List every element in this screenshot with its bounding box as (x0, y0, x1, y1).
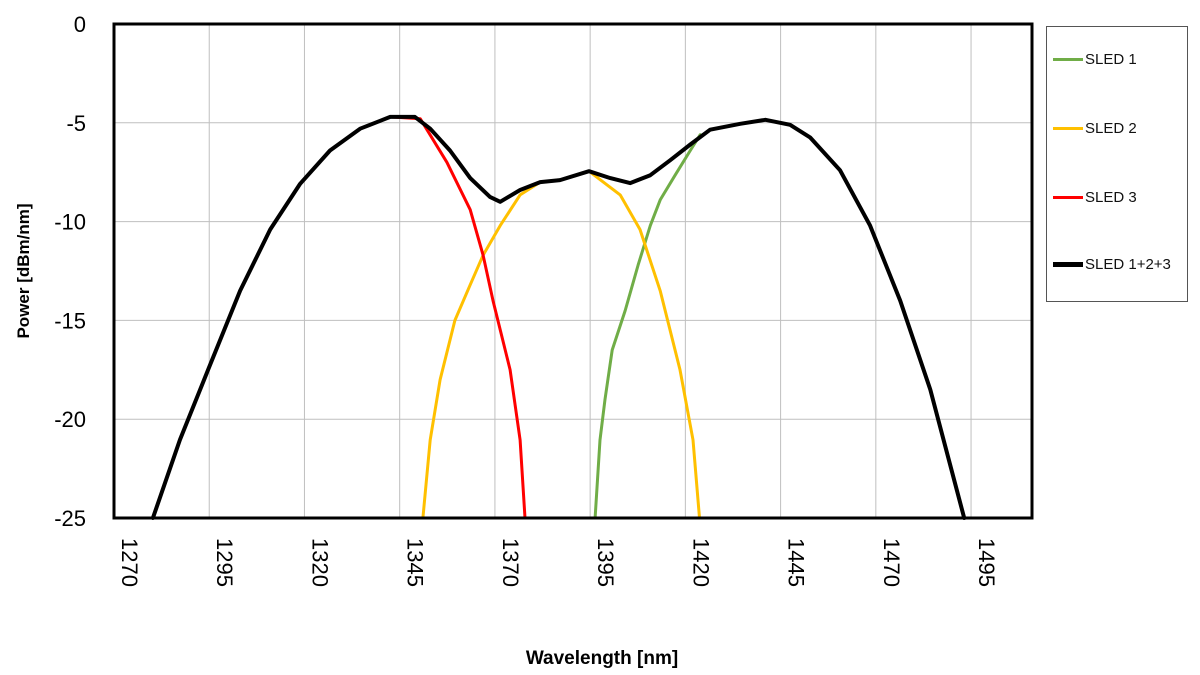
legend-label: SLED 1 (1085, 51, 1137, 68)
x-tick-label: 1370 (498, 538, 523, 587)
x-tick-labels: 1270 1295 1320 1345 1370 1395 1420 1445 1470 1495 (117, 538, 999, 587)
y-tick-labels: 0 -5 -10 -15 -20 -25 (54, 12, 86, 531)
x-tick-label: 1295 (212, 538, 237, 587)
y-axis-label: Power [dBm/nm] (14, 203, 33, 338)
legend-item-sled3: SLED 3 (1053, 189, 1137, 206)
y-tick-label: -10 (54, 210, 86, 235)
series-line-sled-3 (388, 115, 527, 520)
x-tick-label: 1345 (403, 538, 428, 587)
y-tick-label: -25 (54, 506, 86, 531)
legend-label: SLED 1+2+3 (1085, 256, 1171, 273)
legend-label: SLED 3 (1085, 189, 1137, 206)
series-line-sled-1 (593, 133, 702, 520)
series-lines (150, 114, 967, 520)
legend-label: SLED 2 (1085, 120, 1137, 137)
legend-swatch (1053, 262, 1083, 267)
legend-item-sled2: SLED 2 (1053, 120, 1137, 137)
x-tick-label: 1495 (974, 538, 999, 587)
y-tick-label: -15 (54, 308, 86, 333)
series-line-sled-1-2-3 (150, 114, 967, 520)
x-axis-label: Wavelength [nm] (526, 648, 678, 669)
x-tick-label: 1270 (117, 538, 142, 587)
x-tick-label: 1445 (784, 538, 809, 587)
x-tick-label: 1395 (593, 538, 618, 587)
y-tick-label: -20 (54, 407, 86, 432)
legend-swatch (1053, 58, 1083, 61)
series-line-sled-2 (421, 169, 701, 520)
x-tick-label: 1420 (688, 538, 713, 587)
x-tick-label: 1320 (307, 538, 332, 587)
legend: SLED 1 SLED 2 SLED 3 SLED 1+2+3 (1046, 26, 1188, 302)
y-tick-label: 0 (74, 12, 86, 37)
legend-swatch (1053, 127, 1083, 130)
x-tick-label: 1470 (879, 538, 904, 587)
y-tick-label: -5 (66, 111, 86, 136)
legend-swatch (1053, 196, 1083, 199)
legend-item-sled1: SLED 1 (1053, 51, 1137, 68)
legend-item-sled-sum: SLED 1+2+3 (1053, 256, 1171, 273)
plot-frame (112, 22, 1034, 520)
